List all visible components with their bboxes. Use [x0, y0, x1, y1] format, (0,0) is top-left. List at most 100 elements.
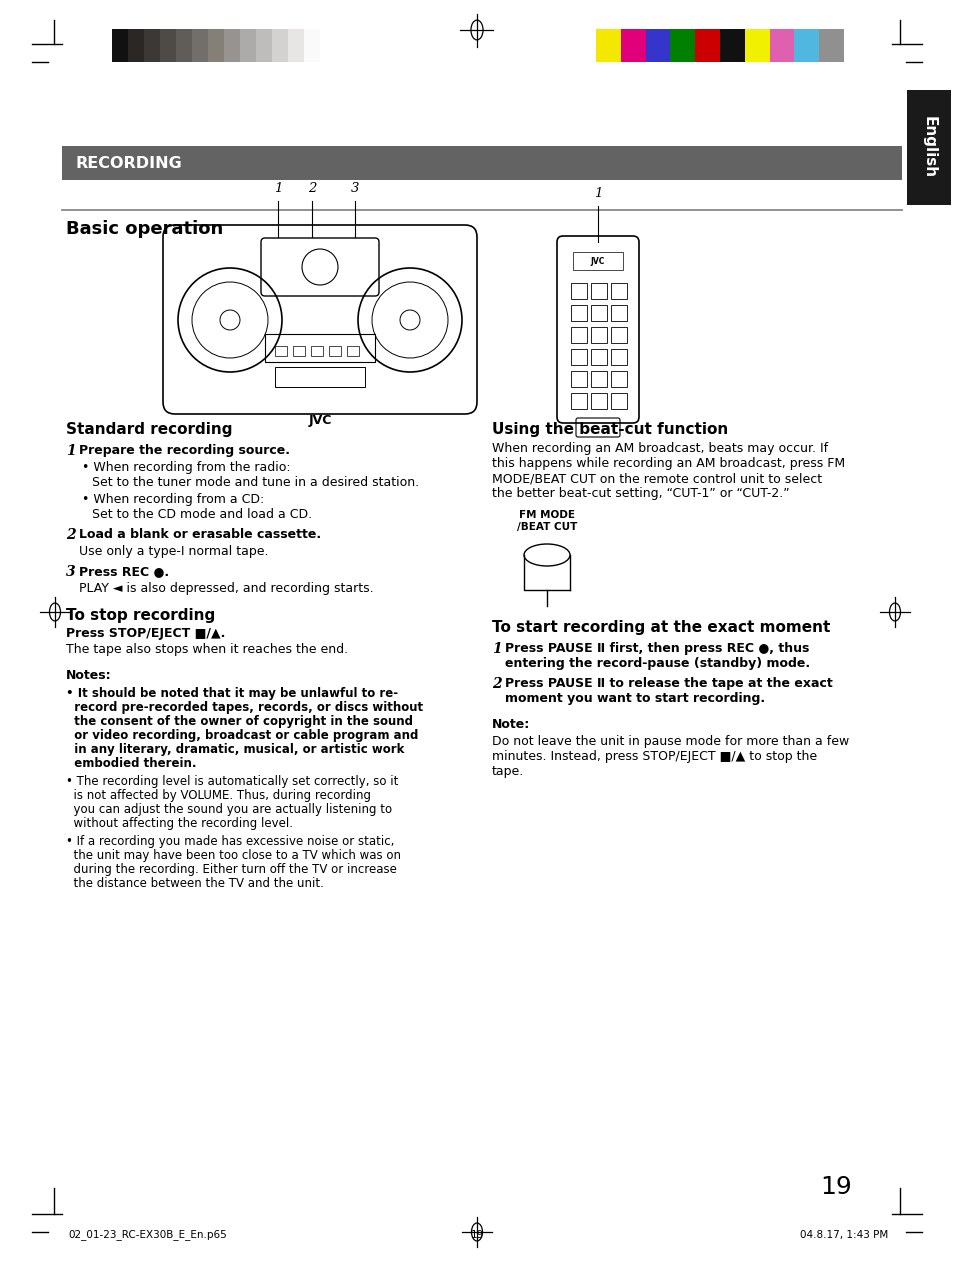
Text: during the recording. Either turn off the TV or increase: during the recording. Either turn off th… [66, 863, 396, 876]
Bar [596, 29, 620, 62]
Bar [695, 29, 720, 62]
Bar [571, 305, 586, 320]
Text: tape.: tape. [492, 765, 524, 778]
Bar [610, 349, 626, 365]
Bar [571, 349, 586, 365]
Bar [311, 346, 323, 356]
Text: Set to the tuner mode and tune in a desired station.: Set to the tuner mode and tune in a desi… [91, 476, 418, 488]
Text: the consent of the owner of copyright in the sound: the consent of the owner of copyright in… [66, 715, 413, 728]
Text: the better beat-cut setting, “CUT-1” or “CUT-2.”: the better beat-cut setting, “CUT-1” or … [492, 487, 789, 500]
Text: Do not leave the unit in pause mode for more than a few: Do not leave the unit in pause mode for … [492, 735, 848, 747]
Text: 19: 19 [470, 1229, 483, 1240]
Bar [645, 29, 670, 62]
Bar [670, 29, 695, 62]
Text: Standard recording: Standard recording [66, 422, 233, 437]
Text: 19: 19 [820, 1176, 851, 1199]
Text: Press PAUSE Ⅱ to release the tape at the exact: Press PAUSE Ⅱ to release the tape at the… [504, 677, 832, 690]
Bar [610, 370, 626, 387]
Text: record pre-recorded tapes, records, or discs without: record pre-recorded tapes, records, or d… [66, 701, 423, 714]
Text: 3: 3 [66, 565, 75, 579]
Text: 2: 2 [66, 528, 75, 542]
Bar [571, 327, 586, 344]
Text: 1: 1 [593, 187, 601, 200]
Text: you can adjust the sound you are actually listening to: you can adjust the sound you are actuall… [66, 803, 392, 817]
Text: PLAY ◄ is also depressed, and recording starts.: PLAY ◄ is also depressed, and recording … [79, 582, 374, 595]
Bar [240, 29, 255, 62]
Text: RECORDING: RECORDING [76, 155, 183, 171]
Text: entering the record-pause (standby) mode.: entering the record-pause (standby) mode… [504, 656, 809, 670]
Text: Prepare the recording source.: Prepare the recording source. [79, 444, 290, 456]
Bar [274, 367, 365, 387]
Bar [144, 29, 160, 62]
Bar [794, 29, 819, 62]
Text: To stop recording: To stop recording [66, 608, 215, 623]
Bar [274, 346, 287, 356]
Bar [255, 29, 272, 62]
Bar [720, 29, 744, 62]
Text: embodied therein.: embodied therein. [66, 756, 196, 770]
Text: • When recording from the radio:: • When recording from the radio: [82, 462, 291, 474]
Text: Basic operation: Basic operation [66, 221, 223, 238]
Text: the unit may have been too close to a TV which was on: the unit may have been too close to a TV… [66, 849, 400, 862]
Bar [610, 327, 626, 344]
Bar [288, 29, 304, 62]
Bar [224, 29, 240, 62]
Text: /BEAT CUT: /BEAT CUT [517, 522, 577, 532]
Text: moment you want to start recording.: moment you want to start recording. [504, 692, 764, 705]
Bar [347, 346, 358, 356]
Bar [571, 370, 586, 387]
Bar [819, 29, 843, 62]
Bar [590, 370, 606, 387]
Bar [610, 305, 626, 320]
Text: Press PAUSE Ⅱ first, then press REC ●, thus: Press PAUSE Ⅱ first, then press REC ●, t… [504, 642, 808, 655]
Bar [128, 29, 144, 62]
Text: 1: 1 [492, 642, 501, 656]
Bar [62, 146, 901, 179]
Text: the distance between the TV and the unit.: the distance between the TV and the unit… [66, 877, 323, 890]
Text: To start recording at the exact moment: To start recording at the exact moment [492, 620, 829, 635]
Bar [769, 29, 794, 62]
Text: is not affected by VOLUME. Thus, during recording: is not affected by VOLUME. Thus, during … [66, 788, 371, 803]
Bar [590, 327, 606, 344]
Bar [265, 335, 375, 362]
Text: When recording an AM broadcast, beats may occur. If: When recording an AM broadcast, beats ma… [492, 442, 827, 455]
Text: Press STOP/EJECT ■/▲.: Press STOP/EJECT ■/▲. [66, 627, 225, 640]
Text: Set to the CD mode and load a CD.: Set to the CD mode and load a CD. [91, 508, 312, 520]
Bar [329, 346, 340, 356]
Bar [590, 283, 606, 299]
Text: English: English [921, 117, 936, 178]
Text: this happens while recording an AM broadcast, press FM: this happens while recording an AM broad… [492, 456, 844, 470]
Text: The tape also stops when it reaches the end.: The tape also stops when it reaches the … [66, 644, 348, 656]
Bar [590, 305, 606, 320]
Bar [571, 283, 586, 299]
Text: • The recording level is automatically set correctly, so it: • The recording level is automatically s… [66, 776, 398, 788]
Bar [620, 29, 645, 62]
Bar [610, 283, 626, 299]
Text: 02_01-23_RC-EX30B_E_En.p65: 02_01-23_RC-EX30B_E_En.p65 [68, 1229, 227, 1240]
Bar [571, 394, 586, 409]
Text: JVC: JVC [590, 256, 604, 265]
Text: 2: 2 [308, 182, 315, 195]
Text: 1: 1 [66, 444, 75, 458]
Bar [272, 29, 288, 62]
Text: • When recording from a CD:: • When recording from a CD: [82, 494, 264, 506]
Bar [590, 394, 606, 409]
Bar [573, 253, 622, 271]
Text: 2: 2 [492, 677, 501, 691]
Text: FM MODE: FM MODE [518, 510, 575, 520]
Text: Notes:: Notes: [66, 669, 112, 682]
Text: • It should be noted that it may be unlawful to re-: • It should be noted that it may be unla… [66, 687, 397, 700]
Bar [906, 90, 950, 205]
Bar [112, 29, 128, 62]
Text: or video recording, broadcast or cable program and: or video recording, broadcast or cable p… [66, 729, 418, 742]
Bar [175, 29, 192, 62]
Text: 1: 1 [274, 182, 282, 195]
Bar [744, 29, 769, 62]
Bar [192, 29, 208, 62]
Text: Using the beat-cut function: Using the beat-cut function [492, 422, 727, 437]
Text: JVC: JVC [308, 414, 332, 427]
Bar [293, 346, 305, 356]
Text: • If a recording you made has excessive noise or static,: • If a recording you made has excessive … [66, 835, 394, 847]
Text: Press REC ●.: Press REC ●. [79, 565, 169, 578]
Text: Load a blank or erasable cassette.: Load a blank or erasable cassette. [79, 528, 321, 541]
